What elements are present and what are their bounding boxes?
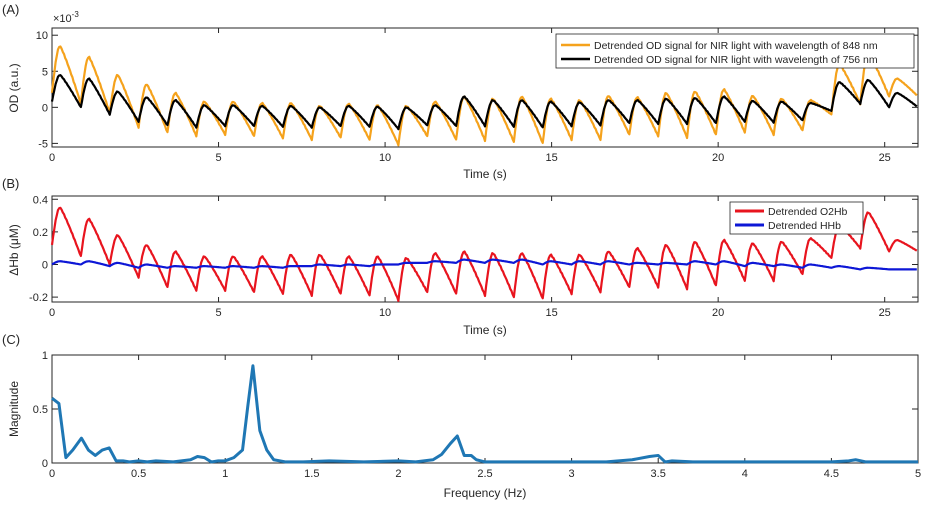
panel-a-ytick-label: 10 xyxy=(36,30,48,42)
panel-a-ylabel: OD (a.u.) xyxy=(7,63,21,112)
panel-a-label: (A) xyxy=(2,2,19,17)
panel-c-ticks: 0 0.5 1 1.5 2 2.5 3 3.5 4 4.5 5 0 0.5 1 xyxy=(33,350,921,480)
panel-b-ytick-label: -0.2 xyxy=(29,292,48,304)
panel-a-ytick-label: 0 xyxy=(42,102,48,114)
panel-a-legend-box xyxy=(555,33,915,69)
panel-c-xtick-label: 2.5 xyxy=(477,468,492,480)
panel-a-xtick-label: 20 xyxy=(712,152,724,164)
panel-a-legend: Detrended OD signal for NIR light with w… xyxy=(555,33,915,69)
panel-b-legend-box xyxy=(729,201,864,235)
panel-c-xtick-label: 4.5 xyxy=(824,468,839,480)
panel-a-exponent: ×10-3 xyxy=(53,10,79,25)
panel-b: (B) ΔHb (μM) Time (s) 0 5 10 15 20 25-0.200.2… xyxy=(2,176,919,337)
panel-c-xlabel: Frequency (Hz) xyxy=(444,486,527,500)
panel-a: (A) ×10-3 OD (a.u.) Time (s) 0 5 10 15 20 25 -… xyxy=(2,2,919,181)
panel-c-xtick-label: 4 xyxy=(742,468,748,480)
panel-b-ytick-label: 0.4 xyxy=(33,194,48,206)
panel-b-xtick-label: 25 xyxy=(879,307,891,319)
panel-b-ylabel: ΔHb (μM) xyxy=(7,224,21,276)
panel-a-xtick-label: 25 xyxy=(879,152,891,164)
panel-b-label: (B) xyxy=(2,176,19,191)
legend-848-label: Detrended OD signal for NIR light with w… xyxy=(594,40,878,52)
panel-a-series xyxy=(50,45,918,147)
panel-b-xtick-label: 5 xyxy=(215,307,221,319)
panel-c-label: (C) xyxy=(2,332,20,347)
panel-b-series-1-line xyxy=(51,258,917,271)
legend-o2hb-label: Detrended O2Hb xyxy=(768,206,848,218)
panel-a-xtick-label: 5 xyxy=(215,152,221,164)
panel-c-xtick-label: 2 xyxy=(395,468,401,480)
panel-c-xtick-label: 1.5 xyxy=(304,468,319,480)
panel-b-xtick-label: 0 xyxy=(49,307,55,319)
panel-c-xtick-label: 3.5 xyxy=(651,468,666,480)
panel-b-ytick-label: 0 xyxy=(42,259,48,271)
panel-c-series-0-line xyxy=(51,364,918,464)
panel-c-ytick-label: 1 xyxy=(42,350,48,362)
panel-c-xtick-label: 0.5 xyxy=(131,468,146,480)
panel-c-axes-box xyxy=(51,354,919,464)
panel-a-ytick-label: -5 xyxy=(38,138,48,150)
panel-c-xtick-label: 1 xyxy=(222,468,228,480)
panel-c-ytick-label: 0 xyxy=(42,458,48,470)
panel-b-ticks: 0 5 10 15 20 25-0.200.20.4 xyxy=(29,194,918,319)
panel-c-series xyxy=(51,364,918,464)
panel-b-series-0-line xyxy=(50,206,918,302)
panel-b-xtick-label: 10 xyxy=(379,307,391,319)
panel-b-xtick-label: 20 xyxy=(712,307,724,319)
panel-c-xtick-label: 5 xyxy=(915,468,921,480)
panel-b-axes-box xyxy=(51,195,919,303)
panel-c: (C) Magnitude Frequency (Hz) 0 0.5 1 1.5 2 2.… xyxy=(2,332,921,500)
panel-a-series-0-line xyxy=(50,45,918,147)
panel-c-xtick-label: 3 xyxy=(569,468,575,480)
panel-c-xtick-label: 0 xyxy=(49,468,55,480)
panel-c-ytick-label: 0.5 xyxy=(33,404,48,416)
legend-hhb-label: Detrended HHb xyxy=(768,220,841,232)
panel-b-xtick-label: 15 xyxy=(545,307,557,319)
panel-b-xlabel: Time (s) xyxy=(463,323,507,337)
panel-b-legend: Detrended O2Hb Detrended HHb xyxy=(729,201,864,235)
panel-a-xtick-label: 0 xyxy=(49,152,55,164)
legend-756-label: Detrended OD signal for NIR light with w… xyxy=(594,54,878,66)
panel-a-xlabel: Time (s) xyxy=(463,167,507,181)
panel-a-series-1-line xyxy=(50,74,918,131)
panel-a-ytick-label: 5 xyxy=(42,66,48,78)
panel-a-xtick-label: 10 xyxy=(379,152,391,164)
panel-a-xtick-label: 15 xyxy=(545,152,557,164)
panel-b-ytick-label: 0.2 xyxy=(33,227,48,239)
panel-c-ylabel: Magnitude xyxy=(7,381,21,437)
panel-b-series xyxy=(50,206,918,302)
